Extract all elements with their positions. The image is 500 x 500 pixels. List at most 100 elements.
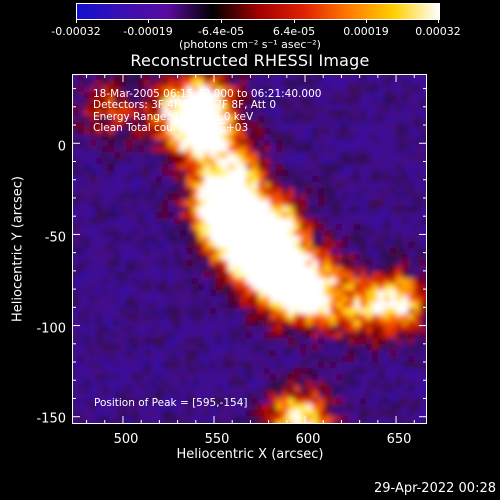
heatmap-cell [288, 326, 295, 333]
heatmap-cell [228, 104, 235, 111]
heatmap-cell [384, 110, 391, 117]
heatmap-cell [138, 338, 145, 345]
heatmap-cell [198, 74, 205, 81]
heatmap-cell [402, 86, 409, 93]
heatmap-cell [288, 206, 295, 213]
heatmap-cell [336, 116, 343, 123]
heatmap-cell [174, 392, 181, 399]
heatmap-cell [186, 398, 193, 405]
heatmap-cell [348, 182, 355, 189]
heatmap-cell [414, 308, 421, 315]
heatmap-cell [342, 200, 349, 207]
heatmap-cell [366, 404, 373, 411]
heatmap-cell [192, 326, 199, 333]
heatmap-cell [120, 326, 127, 333]
heatmap-cell [354, 128, 361, 135]
heatmap-cell [300, 260, 307, 267]
heatmap-cell [132, 128, 139, 135]
heatmap-cell [366, 206, 373, 213]
heatmap-cell [240, 404, 247, 411]
heatmap-cell [222, 350, 229, 357]
heatmap-cell [114, 398, 121, 405]
heatmap-cell [408, 416, 415, 423]
heatmap-cell [324, 194, 331, 201]
heatmap-cell [156, 212, 163, 219]
heatmap-cell [366, 176, 373, 183]
heatmap-cell [396, 224, 403, 231]
heatmap-cell [258, 374, 265, 381]
heatmap-cell [270, 398, 277, 405]
heatmap-cell [102, 242, 109, 249]
heatmap-cell [216, 392, 223, 399]
heatmap-cell [72, 278, 79, 285]
heatmap-cell [84, 140, 91, 147]
heatmap-cell [246, 230, 253, 237]
heatmap-cell [348, 104, 355, 111]
heatmap-cell [300, 146, 307, 153]
heatmap-cell [222, 218, 229, 225]
heatmap-cell [264, 140, 271, 147]
heatmap-cell [330, 194, 337, 201]
heatmap-cell [306, 164, 313, 171]
heatmap-cell [396, 320, 403, 327]
heatmap-cell [360, 170, 367, 177]
heatmap-cell [102, 278, 109, 285]
heatmap-cell [228, 92, 235, 99]
heatmap-cell [282, 224, 289, 231]
heatmap-cell [84, 242, 91, 249]
heatmap-cell [348, 380, 355, 387]
heatmap-cell [348, 224, 355, 231]
heatmap-cell [108, 248, 115, 255]
heatmap-cell [408, 320, 415, 327]
heatmap-cell [366, 104, 373, 111]
heatmap-cell [186, 128, 193, 135]
heatmap-cell [228, 98, 235, 105]
heatmap-cell [216, 368, 223, 375]
heatmap-cell [222, 122, 229, 129]
heatmap-cell [144, 278, 151, 285]
heatmap-cell [312, 128, 319, 135]
heatmap-cell [126, 98, 133, 105]
heatmap-cell [198, 332, 205, 339]
heatmap-cell [396, 188, 403, 195]
heatmap-cell [120, 224, 127, 231]
heatmap-cell [306, 236, 313, 243]
heatmap-cell [96, 350, 103, 357]
heatmap-cell [258, 344, 265, 351]
heatmap-cell [162, 374, 169, 381]
heatmap-cell [192, 92, 199, 99]
heatmap-cell [270, 254, 277, 261]
heatmap-cell [288, 272, 295, 279]
heatmap-cell [288, 284, 295, 291]
heatmap-cell [90, 128, 97, 135]
heatmap-cell [294, 302, 301, 309]
heatmap-cell [270, 230, 277, 237]
heatmap-cell [354, 194, 361, 201]
heatmap-cell [378, 98, 385, 105]
heatmap-cell [336, 290, 343, 297]
heatmap-cell [318, 332, 325, 339]
heatmap-cell [348, 326, 355, 333]
heatmap-cell [288, 134, 295, 141]
heatmap-cell [348, 242, 355, 249]
heatmap-cell [174, 326, 181, 333]
heatmap-cell [318, 266, 325, 273]
heatmap-cell [198, 110, 205, 117]
heatmap-cell [270, 116, 277, 123]
heatmap-cell [96, 278, 103, 285]
heatmap-cell [276, 140, 283, 147]
heatmap-cell [264, 344, 271, 351]
heatmap-cell [342, 140, 349, 147]
heatmap-cell [132, 392, 139, 399]
heatmap-cell [360, 86, 367, 93]
heatmap-cell [126, 290, 133, 297]
heatmap-cell [288, 386, 295, 393]
heatmap-cell [300, 164, 307, 171]
heatmap-cell [318, 224, 325, 231]
heatmap-cell [288, 140, 295, 147]
heatmap-cell [390, 98, 397, 105]
heatmap-cell [168, 314, 175, 321]
heatmap-cell [342, 182, 349, 189]
heatmap-cell [312, 332, 319, 339]
heatmap-cell [408, 92, 415, 99]
